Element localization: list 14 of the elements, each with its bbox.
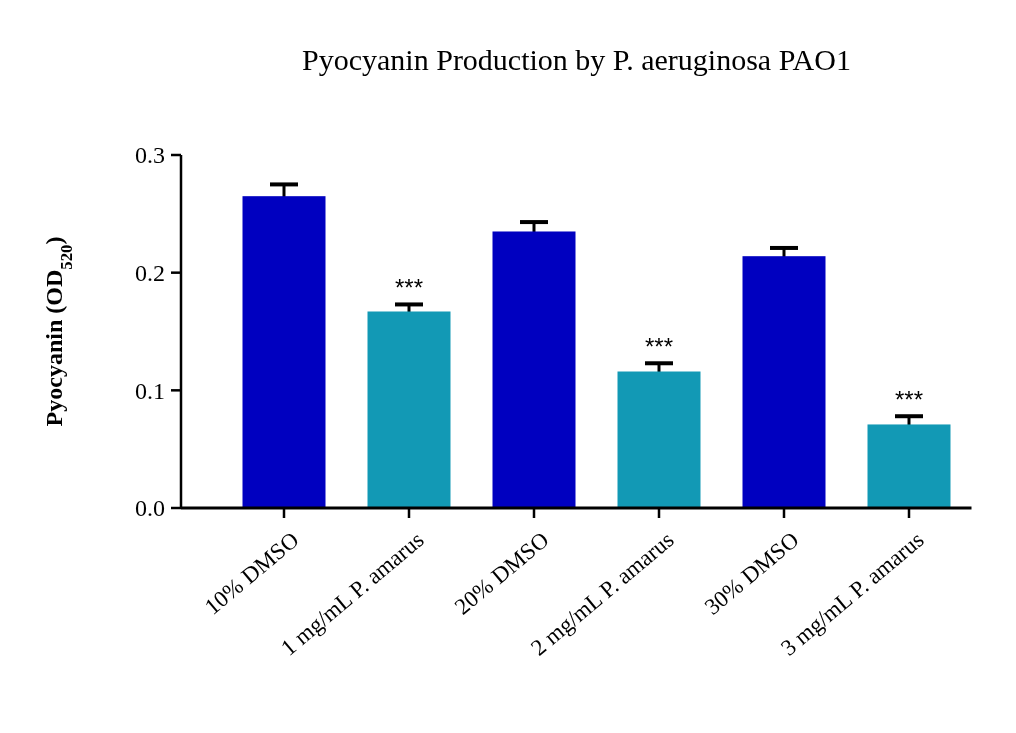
bar [492, 231, 576, 508]
bar [867, 424, 951, 508]
y-tick-label: 0.3 [135, 142, 165, 169]
bar [617, 371, 701, 508]
bar [367, 311, 451, 508]
y-tick-label: 0.0 [135, 495, 165, 522]
chart-title: Pyocyanin Production by P. aeruginosa PAO1 [302, 43, 851, 76]
bar [742, 256, 826, 508]
annotation: *** [644, 333, 674, 361]
y-tick-label: 0.1 [135, 377, 165, 404]
bar [242, 196, 326, 508]
annotation: *** [394, 274, 424, 302]
annotation: *** [894, 386, 924, 414]
y-tick-label: 0.2 [135, 260, 165, 287]
